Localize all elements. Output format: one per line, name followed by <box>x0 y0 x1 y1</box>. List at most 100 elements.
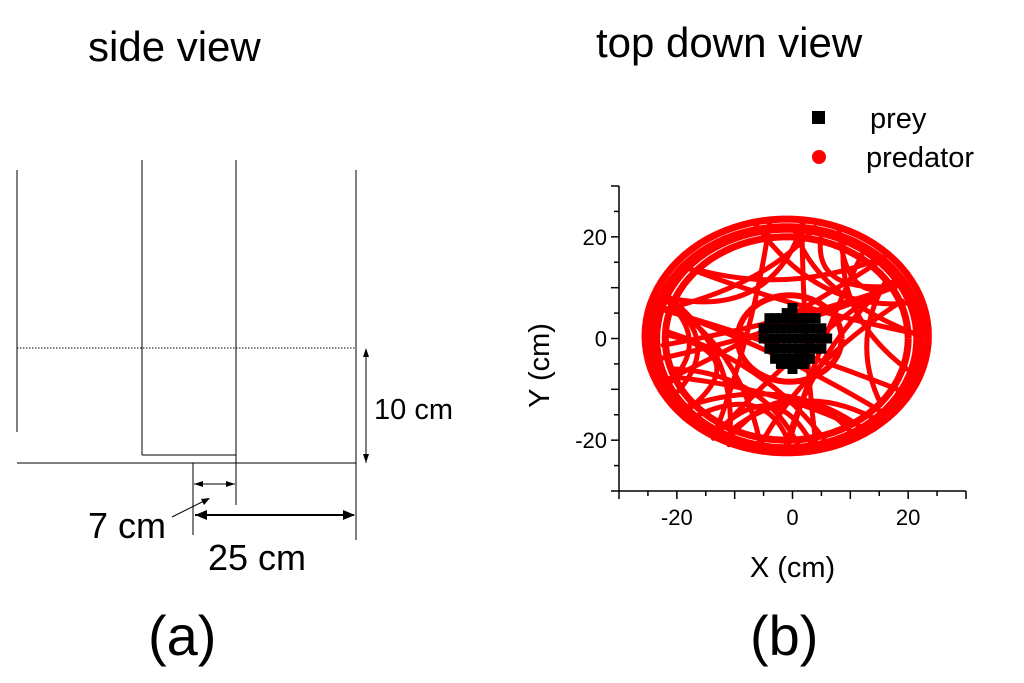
predator-trajectory <box>641 215 932 457</box>
prey-point <box>799 333 810 344</box>
x-tick-label: -20 <box>661 505 693 530</box>
prey-trajectory <box>758 303 833 374</box>
plot-legend: prey predator <box>812 103 974 174</box>
prey-point <box>787 303 798 313</box>
prey-point <box>787 364 798 374</box>
prey-point <box>804 353 815 364</box>
y-axis-label: Y (cm) <box>524 323 556 408</box>
prey-point <box>810 333 821 344</box>
prey-point <box>781 358 792 369</box>
prey-point <box>816 333 827 344</box>
prey-point <box>787 343 798 354</box>
prey-point <box>781 313 792 324</box>
prey-point <box>799 323 810 334</box>
prey-point <box>793 323 804 334</box>
prey-point <box>770 323 781 334</box>
predator-path-chord <box>658 292 692 385</box>
legend-prey-label: prey <box>870 103 927 135</box>
inner-radius-leader-head <box>201 498 210 505</box>
prey-point <box>799 353 810 364</box>
outer-radius-label: 25 cm <box>208 537 307 578</box>
outer-radius-arrow-head-right <box>343 510 355 520</box>
prey-point <box>775 343 786 354</box>
legend-prey-marker <box>812 111 825 124</box>
prey-point <box>793 343 804 354</box>
prey-point <box>787 358 798 369</box>
y-tick-label: 0 <box>595 327 607 352</box>
prey-point <box>822 333 833 344</box>
x-tick-label: 0 <box>786 505 798 530</box>
predator-path-chord <box>731 398 855 436</box>
prey-point <box>781 333 792 344</box>
prey-point <box>816 343 827 354</box>
predator-path-chord <box>679 391 867 432</box>
prey-point <box>781 308 792 319</box>
prey-point <box>758 323 769 334</box>
depth-arrow-head-top <box>363 348 369 357</box>
panel-label-b: (b) <box>750 604 819 667</box>
y-tick-label: -20 <box>575 428 607 453</box>
prey-point <box>764 313 775 324</box>
prey-point <box>770 313 781 324</box>
predator-path-chord <box>663 332 720 411</box>
inner-radius-arrow-head-right <box>226 481 235 487</box>
prey-point <box>770 333 781 344</box>
legend-predator-label: predator <box>866 142 974 174</box>
prey-point <box>799 343 810 354</box>
predator-path-chord <box>817 233 893 290</box>
x-tick-label: 20 <box>896 505 920 530</box>
outer-radius-arrow-head-left <box>195 510 207 520</box>
prey-point <box>804 333 815 344</box>
prey-point <box>787 353 798 364</box>
side-view-title: side view <box>88 23 261 70</box>
prey-point <box>770 353 781 364</box>
plot-axes: -20 0 20 -20 0 20 X (cm) Y (cm) <box>524 185 967 584</box>
predator-path-chord <box>759 298 905 446</box>
y-tick-label: 20 <box>583 225 607 250</box>
prey-point <box>775 313 786 324</box>
prey-point <box>781 343 792 354</box>
prey-point <box>799 313 810 324</box>
prey-point <box>810 323 821 334</box>
inner-radius-leader <box>171 499 207 518</box>
prey-point <box>775 358 786 369</box>
predator-path-chord <box>696 401 792 445</box>
prey-point <box>793 353 804 364</box>
prey-point <box>793 333 804 344</box>
panel-label-a: (a) <box>148 604 217 667</box>
prey-point <box>793 358 804 369</box>
predator-path-chord <box>752 220 908 307</box>
prey-point <box>781 353 792 364</box>
depth-arrow-head-bottom <box>363 454 369 463</box>
predator-path-chord <box>666 294 733 448</box>
prey-point <box>764 343 775 354</box>
prey-point <box>775 323 786 334</box>
predator-path-chord <box>710 220 773 441</box>
prey-point <box>804 323 815 334</box>
prey-point <box>787 323 798 334</box>
prey-point <box>758 333 769 344</box>
prey-point <box>804 343 815 354</box>
inner-radius-arrow-head-left <box>194 481 203 487</box>
prey-point <box>810 313 821 324</box>
prey-point <box>793 313 804 324</box>
prey-point <box>799 358 810 369</box>
prey-point <box>764 333 775 344</box>
predator-path-chord <box>674 221 806 305</box>
prey-point <box>764 323 775 334</box>
x-axis-label: X (cm) <box>750 552 835 584</box>
depth-label: 10 cm <box>374 394 453 426</box>
prey-point <box>816 323 827 334</box>
prey-point <box>787 333 798 344</box>
prey-point <box>781 323 792 334</box>
inner-radius-label: 7 cm <box>88 505 167 546</box>
prey-point <box>810 343 821 354</box>
legend-predator-marker <box>812 150 826 164</box>
predator-path-ring <box>641 215 932 457</box>
top-view-title: top down view <box>596 19 863 66</box>
predator-path-chord <box>694 254 888 283</box>
prey-point <box>770 343 781 354</box>
prey-point <box>804 313 815 324</box>
